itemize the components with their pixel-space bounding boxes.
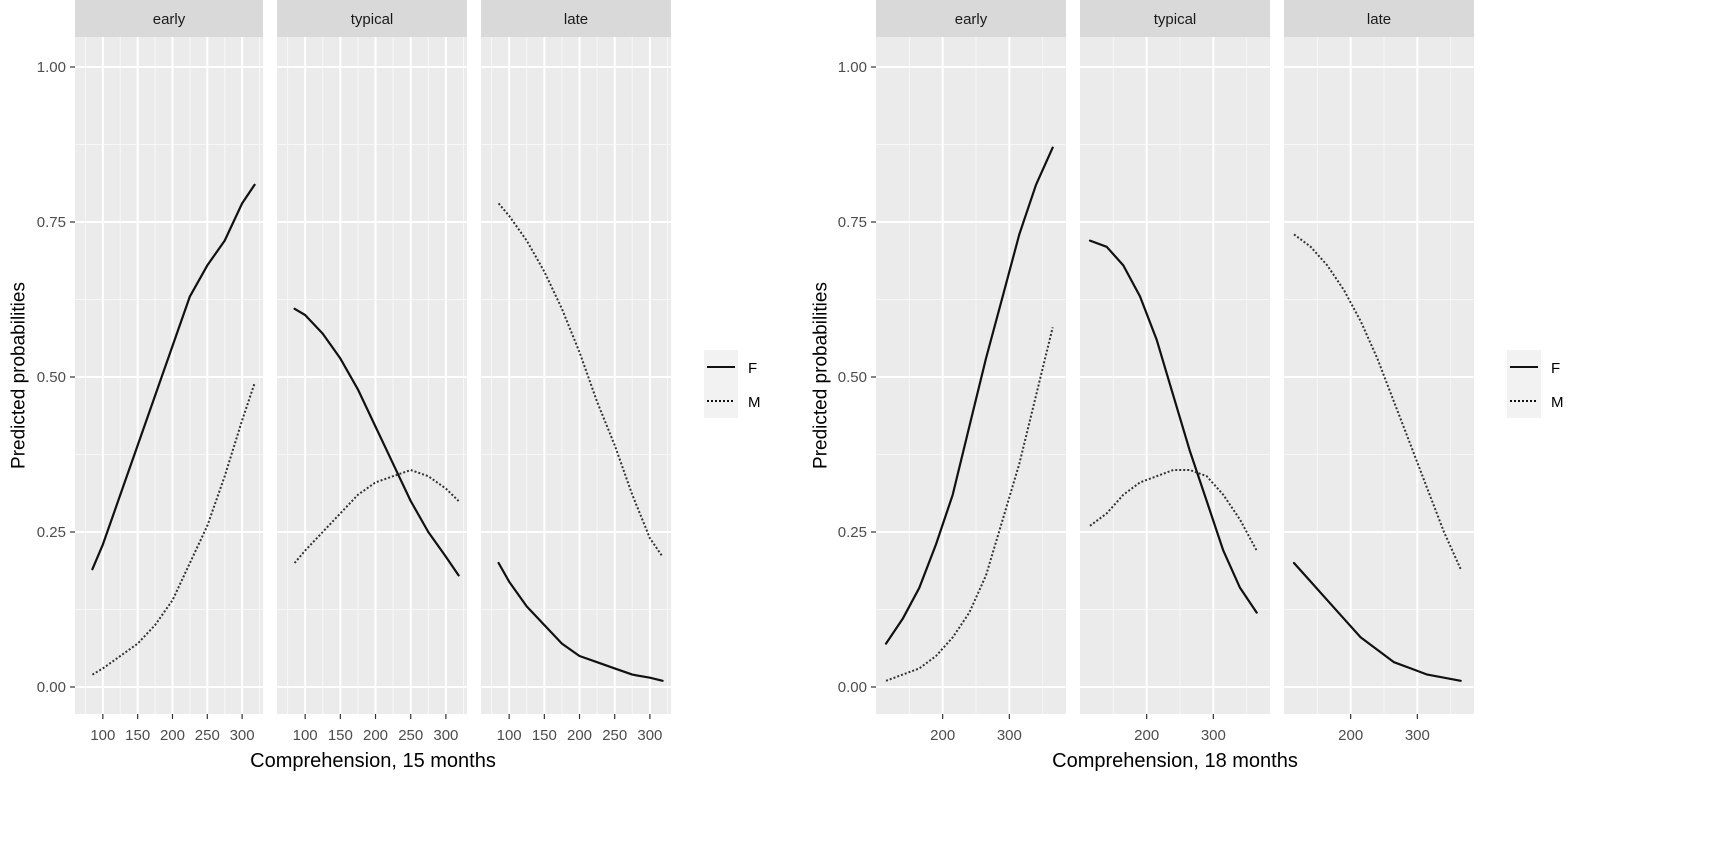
x-tick-label: 300 — [433, 727, 458, 744]
y-tick-label: 0.25 — [838, 524, 867, 541]
x-axis-label: Comprehension, 18 months — [1052, 750, 1298, 772]
panel-background — [481, 37, 671, 714]
y-tick-label: 0.00 — [37, 679, 66, 696]
facet-strip — [1080, 0, 1270, 37]
facet-strip — [277, 0, 467, 37]
y-axis-label: Predicted probabilities — [9, 282, 30, 469]
x-axis-label: Comprehension, 15 months — [250, 750, 496, 772]
legend: FM — [704, 350, 761, 418]
facet-strip — [481, 0, 671, 37]
y-tick-label: 0.25 — [37, 524, 66, 541]
y-axis-label: Predicted probabilities — [811, 282, 832, 469]
y-tick-label: 0.00 — [838, 679, 867, 696]
x-tick-label: 250 — [398, 727, 423, 744]
y-tick-label: 0.50 — [37, 369, 66, 386]
x-tick-label: 200 — [1338, 727, 1363, 744]
series-line-M — [885, 327, 1054, 682]
facet-panel-late: late 100 150 200 250 300 — [481, 0, 671, 744]
series-line-F — [91, 183, 256, 571]
facet-strip-label: late — [1367, 11, 1391, 28]
facet-panel-early: early 200 300 — [876, 0, 1066, 744]
facet-panel-typical: typical 100 150 200 250 300 — [277, 0, 467, 744]
y-tick-label: 1.00 — [838, 59, 867, 76]
y-tick-label: 0.75 — [37, 214, 66, 231]
panel-background — [1284, 37, 1474, 714]
x-tick-label: 100 — [293, 727, 318, 744]
facet-strip-label: typical — [351, 11, 394, 28]
y-tick-label: 1.00 — [37, 59, 66, 76]
x-tick-label: 300 — [1201, 727, 1226, 744]
facet-strip-label: early — [153, 11, 186, 28]
series-line-M — [497, 202, 664, 558]
series-line-M — [1089, 469, 1258, 552]
x-tick-label: 150 — [328, 727, 353, 744]
series-line-F — [1292, 561, 1462, 682]
x-tick-label: 250 — [195, 727, 220, 744]
legend: FM — [1507, 350, 1564, 418]
facet-panel-early: early 100 150 200 250 300 — [75, 0, 263, 744]
series-line-M — [1293, 233, 1462, 570]
legend-label-F: F — [748, 360, 757, 377]
x-tick-label: 300 — [230, 727, 255, 744]
x-tick-label: 150 — [532, 727, 557, 744]
x-tick-label: 200 — [160, 727, 185, 744]
panel-background — [1080, 37, 1270, 714]
panel-background — [75, 37, 263, 714]
x-tick-label: 300 — [637, 727, 662, 744]
x-tick-label: 300 — [1405, 727, 1430, 744]
x-tick-label: 100 — [90, 727, 115, 744]
facet-strip-label: late — [564, 11, 588, 28]
legend-label-M: M — [1551, 394, 1564, 411]
panel-background — [876, 37, 1066, 714]
facet-strip — [876, 0, 1066, 37]
x-tick-label: 150 — [125, 727, 150, 744]
panel-background — [277, 37, 467, 714]
y-tick-label: 0.75 — [838, 214, 867, 231]
x-tick-label: 200 — [567, 727, 592, 744]
x-tick-label: 200 — [363, 727, 388, 744]
x-tick-label: 100 — [497, 727, 522, 744]
facet-strip-label: typical — [1154, 11, 1197, 28]
series-line-F — [1088, 239, 1258, 614]
x-tick-label: 200 — [930, 727, 955, 744]
series-line-F — [884, 146, 1054, 645]
facet-panel-typical: typical 200 300 — [1080, 0, 1270, 744]
plot-18-months: early 200 300 typical 200 300 late 200 300 0.00 0.… — [811, 0, 1564, 772]
facet-strip — [75, 0, 263, 37]
legend-label-F: F — [1551, 360, 1560, 377]
facet-panel-late: late 200 300 — [1284, 0, 1474, 744]
x-tick-label: 300 — [997, 727, 1022, 744]
x-tick-label: 250 — [602, 727, 627, 744]
series-line-F — [293, 307, 460, 577]
y-tick-label: 0.50 — [838, 369, 867, 386]
x-tick-label: 200 — [1134, 727, 1159, 744]
legend-label-M: M — [748, 394, 761, 411]
series-line-M — [293, 469, 460, 564]
facet-strip-label: early — [955, 11, 988, 28]
series-line-F — [497, 561, 664, 682]
facet-strip — [1284, 0, 1474, 37]
series-line-M — [91, 382, 256, 676]
plot-15-months: early 100 150 200 250 300 typical 100 150 200 250 3… — [9, 0, 761, 772]
